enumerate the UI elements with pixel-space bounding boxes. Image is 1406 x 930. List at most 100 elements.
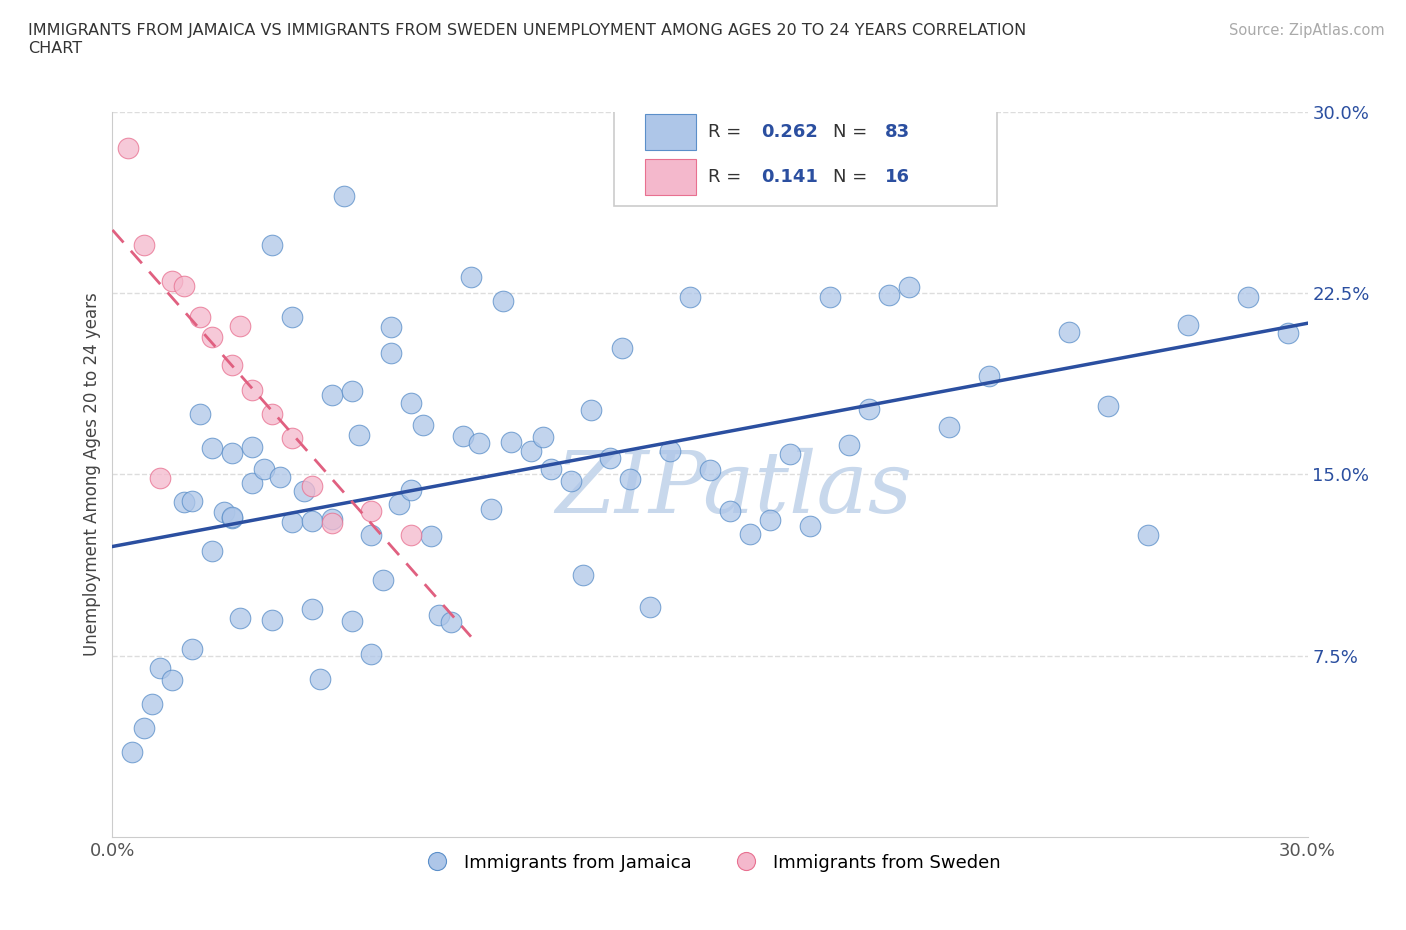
Point bbox=[659, 444, 682, 458]
Point bbox=[121, 745, 143, 760]
Point bbox=[427, 608, 450, 623]
FancyBboxPatch shape bbox=[645, 113, 696, 150]
Point bbox=[340, 383, 363, 398]
Text: 83: 83 bbox=[884, 123, 910, 141]
Point bbox=[162, 672, 183, 687]
Point bbox=[181, 642, 204, 657]
Point bbox=[380, 320, 402, 335]
Point bbox=[759, 512, 782, 527]
Point bbox=[321, 388, 343, 403]
Text: ZIPatlas: ZIPatlas bbox=[555, 447, 912, 530]
Point bbox=[349, 428, 371, 443]
Legend: Immigrants from Jamaica, Immigrants from Sweden: Immigrants from Jamaica, Immigrants from… bbox=[412, 846, 1008, 879]
Point bbox=[188, 406, 211, 421]
Point bbox=[162, 273, 183, 288]
Point bbox=[571, 567, 593, 582]
Point bbox=[188, 310, 211, 325]
Text: 0.262: 0.262 bbox=[762, 123, 818, 141]
Point bbox=[201, 329, 224, 344]
Point bbox=[292, 484, 315, 498]
Point bbox=[181, 494, 204, 509]
Point bbox=[898, 279, 921, 294]
Point bbox=[301, 513, 323, 528]
Point bbox=[401, 395, 423, 410]
Point bbox=[838, 438, 860, 453]
Point bbox=[201, 544, 224, 559]
Point bbox=[1097, 399, 1119, 414]
Text: N =: N = bbox=[834, 168, 873, 186]
Point bbox=[260, 406, 283, 421]
Point bbox=[531, 430, 554, 445]
Point bbox=[134, 721, 156, 736]
Text: R =: R = bbox=[707, 123, 747, 141]
Point bbox=[212, 504, 235, 519]
Point bbox=[281, 310, 304, 325]
Point bbox=[468, 436, 491, 451]
FancyBboxPatch shape bbox=[614, 94, 997, 206]
Point bbox=[281, 514, 304, 529]
Point bbox=[401, 482, 423, 497]
Point bbox=[560, 473, 582, 488]
Point bbox=[1177, 317, 1199, 332]
Point bbox=[738, 526, 761, 541]
Point bbox=[340, 614, 363, 629]
Point bbox=[460, 270, 482, 285]
Point bbox=[420, 528, 443, 543]
Y-axis label: Unemployment Among Ages 20 to 24 years: Unemployment Among Ages 20 to 24 years bbox=[83, 292, 101, 657]
Point bbox=[640, 599, 662, 614]
Point bbox=[149, 660, 172, 675]
Point bbox=[451, 428, 474, 443]
Point bbox=[321, 512, 343, 526]
Point bbox=[779, 446, 801, 461]
FancyBboxPatch shape bbox=[645, 159, 696, 195]
Point bbox=[173, 494, 195, 509]
Point bbox=[301, 602, 323, 617]
Text: IMMIGRANTS FROM JAMAICA VS IMMIGRANTS FROM SWEDEN UNEMPLOYMENT AMONG AGES 20 TO : IMMIGRANTS FROM JAMAICA VS IMMIGRANTS FR… bbox=[28, 23, 1026, 56]
Point bbox=[612, 340, 634, 355]
Text: N =: N = bbox=[834, 123, 873, 141]
Point bbox=[499, 434, 522, 449]
Text: 16: 16 bbox=[884, 168, 910, 186]
Point bbox=[321, 515, 343, 530]
Point bbox=[221, 509, 243, 524]
Point bbox=[117, 140, 139, 155]
Point bbox=[260, 613, 283, 628]
Point bbox=[229, 611, 252, 626]
Point bbox=[977, 368, 1000, 383]
Point bbox=[301, 479, 323, 494]
Text: R =: R = bbox=[707, 168, 747, 186]
Point bbox=[1277, 326, 1299, 340]
Point bbox=[718, 503, 741, 518]
Point bbox=[360, 646, 382, 661]
Point bbox=[221, 445, 243, 460]
Point bbox=[240, 439, 263, 454]
Point bbox=[308, 671, 330, 686]
Point bbox=[492, 294, 515, 309]
Point bbox=[1237, 289, 1260, 304]
Point bbox=[141, 697, 163, 711]
Point bbox=[679, 289, 702, 304]
Point bbox=[240, 382, 263, 397]
Point bbox=[380, 346, 402, 361]
Point bbox=[373, 572, 395, 587]
Point bbox=[221, 511, 243, 525]
Text: 0.141: 0.141 bbox=[762, 168, 818, 186]
Point bbox=[269, 470, 291, 485]
Point bbox=[440, 615, 463, 630]
Point bbox=[699, 463, 721, 478]
Point bbox=[412, 418, 434, 432]
Point bbox=[540, 461, 562, 476]
Point bbox=[240, 476, 263, 491]
Point bbox=[599, 451, 621, 466]
Point bbox=[579, 403, 602, 418]
Point bbox=[1057, 325, 1080, 339]
Point bbox=[879, 287, 901, 302]
Point bbox=[1137, 528, 1160, 543]
Point bbox=[173, 279, 195, 294]
Point bbox=[149, 471, 172, 485]
Point bbox=[360, 527, 382, 542]
Point bbox=[401, 527, 423, 542]
Point bbox=[520, 444, 543, 458]
Point bbox=[281, 431, 304, 445]
Point bbox=[619, 472, 641, 486]
